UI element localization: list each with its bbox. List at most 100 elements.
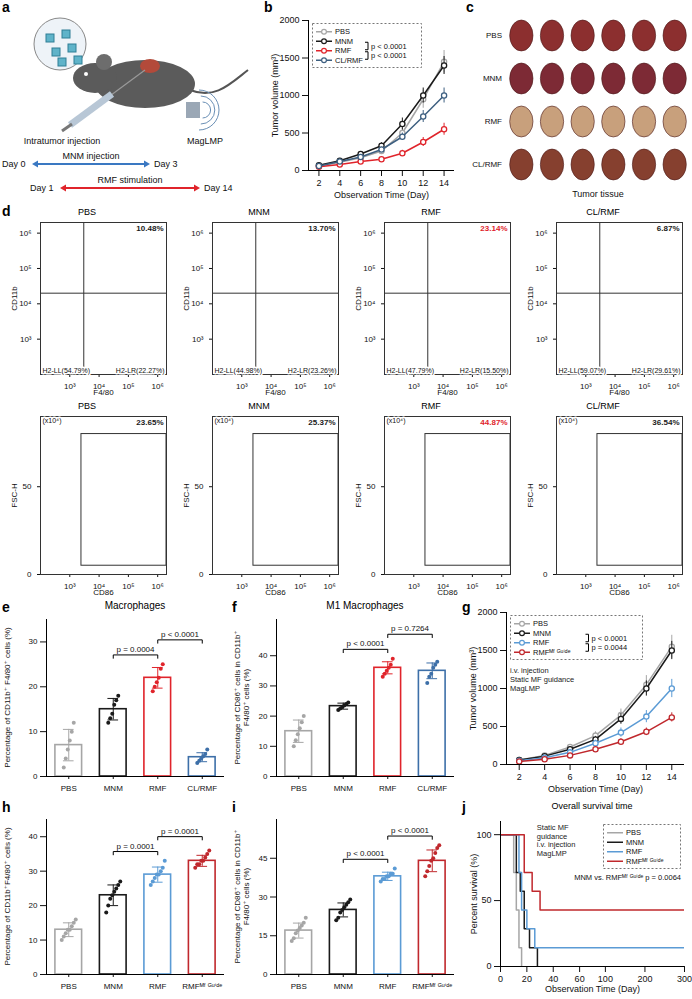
svg-text:(x10⁴): (x10⁴) bbox=[387, 417, 406, 425]
svg-text:p = 0.7264: p = 0.7264 bbox=[391, 624, 430, 633]
svg-text:p < 0.0001: p < 0.0001 bbox=[346, 849, 385, 858]
svg-text:CD86: CD86 bbox=[265, 588, 286, 597]
svg-text:20: 20 bbox=[522, 974, 532, 984]
svg-text:1000: 1000 bbox=[477, 683, 497, 693]
svg-text:10³: 10³ bbox=[536, 335, 548, 344]
svg-text:100: 100 bbox=[476, 830, 491, 840]
svg-text:10⁴: 10⁴ bbox=[19, 299, 32, 308]
svg-text:RMFᴹᶠ ᴳᵘⁱᵈᵉ: RMFᴹᶠ ᴳᵘⁱᵈᵉ bbox=[182, 982, 222, 991]
svg-text:10⁵: 10⁵ bbox=[535, 264, 547, 273]
svg-text:PBS: PBS bbox=[486, 31, 502, 40]
svg-text:F4/80: F4/80 bbox=[437, 388, 458, 397]
svg-text:p = 0.0004: p = 0.0004 bbox=[116, 645, 155, 654]
svg-text:10⁶: 10⁶ bbox=[668, 382, 680, 391]
svg-text:10³: 10³ bbox=[236, 382, 248, 391]
svg-text:H2-LR(22.27%): H2-LR(22.27%) bbox=[116, 367, 165, 375]
svg-text:10: 10 bbox=[259, 742, 268, 751]
svg-text:10⁴: 10⁴ bbox=[191, 299, 204, 308]
svg-text:10⁶: 10⁶ bbox=[324, 382, 336, 391]
svg-text:(x10⁴): (x10⁴) bbox=[43, 417, 62, 425]
svg-text:RMFᴹᶠ ᴳᵘⁱᵈᵉ: RMFᴹᶠ ᴳᵘⁱᵈᵉ bbox=[533, 648, 571, 657]
svg-text:p = 0.0001: p = 0.0001 bbox=[161, 827, 200, 836]
svg-text:300: 300 bbox=[677, 974, 692, 984]
svg-text:PBS: PBS bbox=[61, 982, 77, 991]
svg-text:50: 50 bbox=[481, 895, 491, 905]
svg-text:MNM: MNM bbox=[334, 982, 353, 991]
svg-text:RMF: RMF bbox=[485, 117, 502, 126]
svg-text:10: 10 bbox=[616, 772, 626, 782]
svg-text:40: 40 bbox=[548, 974, 558, 984]
svg-text:MNM injection: MNM injection bbox=[62, 151, 119, 161]
svg-text:30: 30 bbox=[29, 637, 38, 646]
svg-text:10³: 10³ bbox=[580, 582, 592, 591]
svg-text:CD86: CD86 bbox=[93, 588, 114, 597]
svg-text:MagLMP: MagLMP bbox=[187, 136, 223, 146]
svg-text:PBS: PBS bbox=[626, 828, 641, 837]
svg-text:12: 12 bbox=[641, 772, 651, 782]
svg-text:10³: 10³ bbox=[20, 335, 32, 344]
svg-text:45: 45 bbox=[259, 854, 268, 863]
svg-text:10³: 10³ bbox=[408, 582, 420, 591]
svg-text:Day 0: Day 0 bbox=[2, 159, 26, 169]
svg-text:MNM: MNM bbox=[334, 784, 353, 793]
svg-text:100: 100 bbox=[598, 974, 613, 984]
svg-text:10⁶: 10⁶ bbox=[152, 382, 164, 391]
svg-text:10⁵: 10⁵ bbox=[122, 582, 134, 591]
svg-text:10³: 10³ bbox=[580, 382, 592, 391]
svg-text:RMF: RMF bbox=[149, 784, 166, 793]
svg-text:50: 50 bbox=[539, 482, 548, 491]
svg-text:13.70%: 13.70% bbox=[308, 224, 335, 233]
svg-text:Percent survival (%): Percent survival (%) bbox=[469, 854, 479, 935]
svg-text:14: 14 bbox=[667, 772, 677, 782]
svg-text:0: 0 bbox=[543, 570, 548, 579]
svg-text:10: 10 bbox=[397, 178, 407, 188]
svg-text:PBS: PBS bbox=[291, 784, 307, 793]
svg-text:0: 0 bbox=[371, 570, 376, 579]
svg-text:RMF: RMF bbox=[379, 982, 396, 991]
svg-text:PBS: PBS bbox=[335, 27, 350, 36]
svg-text:CL/RMF: CL/RMF bbox=[417, 784, 447, 793]
svg-text:RMFᴹᶠ ᴳᵘⁱᵈᵉ: RMFᴹᶠ ᴳᵘⁱᵈᵉ bbox=[412, 982, 452, 991]
svg-text:p < 0.0001: p < 0.0001 bbox=[371, 51, 407, 60]
svg-text:0: 0 bbox=[33, 772, 38, 781]
svg-text:8: 8 bbox=[379, 178, 384, 188]
svg-text:10⁵: 10⁵ bbox=[638, 582, 650, 591]
svg-text:40: 40 bbox=[29, 832, 38, 841]
svg-text:Tumor tissue: Tumor tissue bbox=[572, 189, 624, 199]
svg-text:1000: 1000 bbox=[279, 90, 299, 100]
svg-text:10⁶: 10⁶ bbox=[324, 582, 336, 591]
svg-text:23.65%: 23.65% bbox=[136, 418, 163, 427]
svg-text:500: 500 bbox=[284, 128, 299, 138]
svg-text:10³: 10³ bbox=[64, 582, 76, 591]
svg-text:36.54%: 36.54% bbox=[652, 418, 679, 427]
svg-text:PBS: PBS bbox=[291, 982, 307, 991]
svg-text:10³: 10³ bbox=[64, 382, 76, 391]
svg-text:10⁶: 10⁶ bbox=[19, 229, 31, 238]
svg-text:p < 0.0001: p < 0.0001 bbox=[346, 639, 385, 648]
svg-text:RMF: RMF bbox=[149, 982, 166, 991]
svg-text:1500: 1500 bbox=[279, 53, 299, 63]
svg-text:12: 12 bbox=[418, 178, 428, 188]
svg-text:CD11b: CD11b bbox=[354, 286, 363, 311]
svg-text:500: 500 bbox=[482, 721, 497, 731]
svg-text:CL/RMF: CL/RMF bbox=[472, 160, 502, 169]
svg-text:MNM: MNM bbox=[104, 784, 123, 793]
svg-text:FSC-H: FSC-H bbox=[10, 483, 19, 508]
svg-text:10⁶: 10⁶ bbox=[191, 229, 203, 238]
svg-text:10⁶: 10⁶ bbox=[535, 229, 547, 238]
svg-text:CD11b: CD11b bbox=[526, 286, 535, 311]
svg-text:10.48%: 10.48% bbox=[136, 224, 163, 233]
svg-text:10⁵: 10⁵ bbox=[466, 382, 478, 391]
svg-text:200: 200 bbox=[637, 974, 652, 984]
svg-text:10: 10 bbox=[29, 727, 38, 736]
svg-text:(x10⁴): (x10⁴) bbox=[215, 417, 234, 425]
svg-text:30: 30 bbox=[29, 867, 38, 876]
svg-text:50: 50 bbox=[195, 482, 204, 491]
svg-text:PBS: PBS bbox=[533, 619, 548, 628]
svg-text:10³: 10³ bbox=[408, 382, 420, 391]
svg-text:44.87%: 44.87% bbox=[480, 418, 507, 427]
svg-text:10⁴: 10⁴ bbox=[535, 299, 548, 308]
svg-text:MNM: MNM bbox=[533, 629, 551, 638]
svg-text:10⁶: 10⁶ bbox=[668, 582, 680, 591]
svg-text:MNM: MNM bbox=[335, 37, 353, 46]
